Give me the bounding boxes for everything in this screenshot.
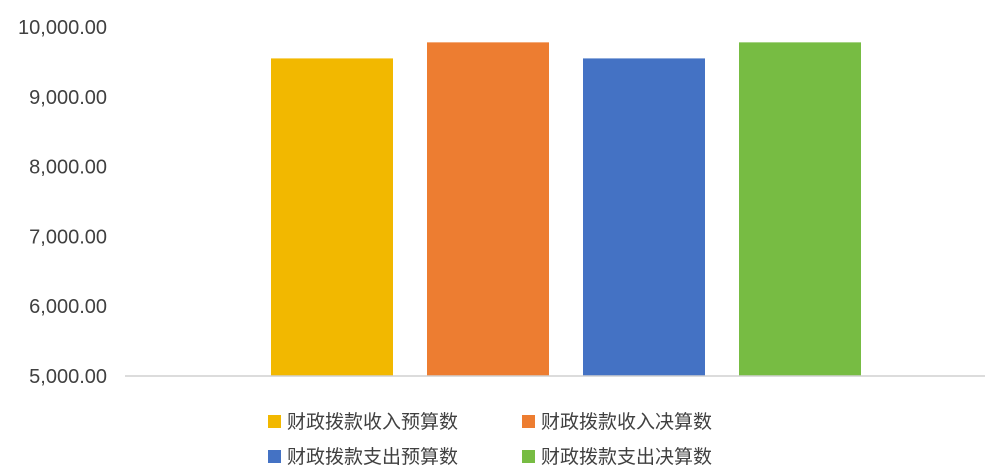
y-tick-label: 10,000.00 [18, 17, 107, 39]
bar-series-3 [583, 58, 705, 376]
bar-series-4 [739, 42, 861, 377]
legend-label-1: 财政拨款收入预算数 [287, 411, 458, 433]
legend-swatch-4 [522, 450, 535, 463]
legend-swatch-2 [522, 415, 535, 428]
y-tick-label: 7,000.00 [29, 226, 107, 248]
bar-series-1 [271, 58, 393, 376]
y-tick-label: 6,000.00 [29, 296, 107, 318]
legend-label-4: 财政拨款支出决算数 [541, 446, 712, 468]
bars [271, 42, 861, 377]
y-tick-label: 8,000.00 [29, 157, 107, 179]
y-tick-label: 9,000.00 [29, 87, 107, 109]
legend-label-3: 财政拨款支出预算数 [287, 446, 458, 468]
legend-label-2: 财政拨款收入决算数 [541, 411, 712, 433]
legend-swatch-3 [268, 450, 281, 463]
legend-swatch-1 [268, 415, 281, 428]
y-axis-ticks: 5,000.00 6,000.00 7,000.00 8,000.00 9,000.00… [18, 17, 107, 388]
y-tick-label: 5,000.00 [29, 366, 107, 388]
bar-series-2 [427, 42, 549, 377]
